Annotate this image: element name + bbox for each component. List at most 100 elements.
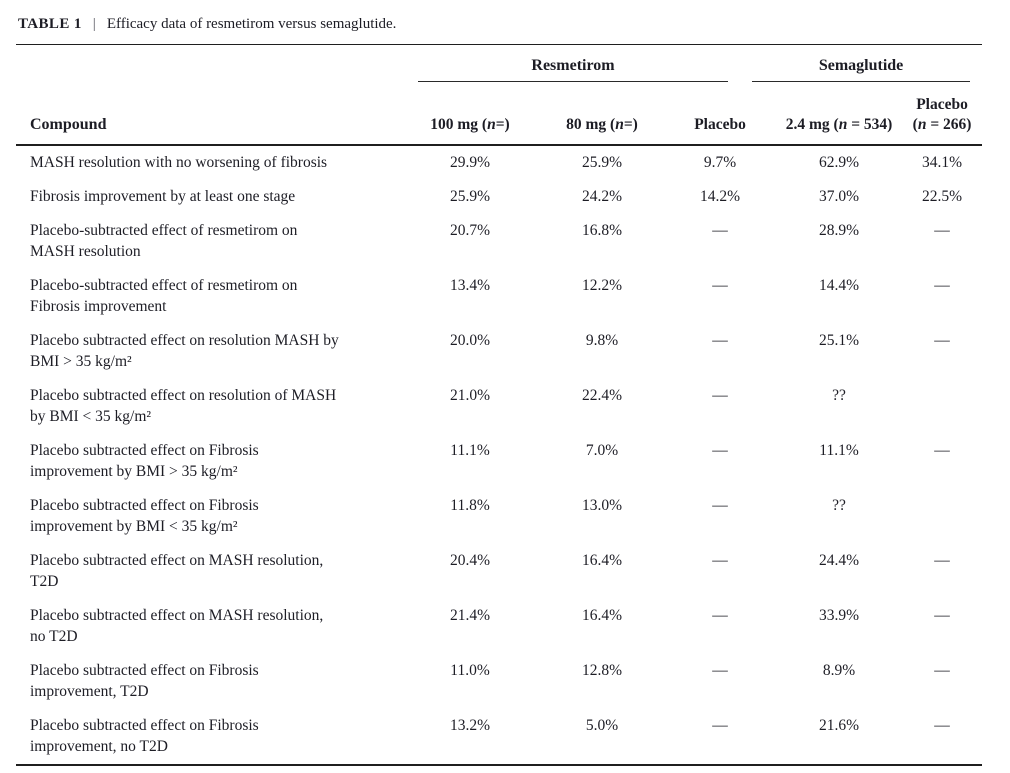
column-header-2-4mg: 2.4 mg (n = 534) [776, 82, 903, 146]
value-cell: — [712, 277, 728, 294]
caption-separator: | [92, 16, 96, 32]
value-cell: 33.9% [819, 607, 860, 624]
value-cell: 20.0% [449, 332, 491, 349]
value-cell [902, 379, 982, 434]
column-header-100mg-close: =) [495, 116, 510, 133]
table-row: Placebo subtracted effect on MASH resolu… [16, 544, 982, 599]
value-cell: — [934, 277, 950, 294]
value-cell: 24.4% [819, 552, 860, 569]
column-header-100mg: 100 mg (n=) [400, 82, 540, 146]
compound-cell: Placebo subtracted effect on resolution … [30, 332, 339, 370]
table-label: TABLE 1 [18, 16, 82, 32]
table-body: MASH resolution with no worsening of fib… [16, 145, 982, 765]
column-header-compound: Compound [16, 82, 400, 146]
column-header-100mg-text: 100 mg ( [430, 116, 488, 133]
value-cell: 9.8% [585, 332, 619, 349]
value-cell: — [712, 442, 728, 459]
column-header-placebo-266-line1: Placebo [916, 96, 968, 113]
value-cell: — [712, 717, 728, 734]
value-cell: ?? [832, 387, 846, 404]
table-row: Placebo subtracted effect on Fibrosis im… [16, 654, 982, 709]
n-symbol: n [487, 116, 496, 133]
value-cell: 21.4% [449, 607, 491, 624]
group-header-semaglutide: Semaglutide [752, 57, 971, 82]
value-cell: 21.0% [449, 387, 491, 404]
column-header-2-4mg-close: = 534) [847, 116, 893, 133]
compound-cell: Placebo subtracted effect on MASH resolu… [30, 552, 324, 590]
group-header-spacer [16, 45, 400, 83]
value-cell: 20.7% [449, 222, 491, 239]
value-cell: — [934, 662, 950, 679]
table-row: MASH resolution with no worsening of fib… [16, 145, 982, 180]
column-header-placebo-266: Placebo (n = 266) [902, 82, 983, 146]
column-header-80mg: 80 mg (n=) [540, 82, 664, 146]
value-cell: — [934, 442, 950, 459]
table-row: Placebo-subtracted effect of resmetirom … [16, 269, 982, 324]
value-cell: 28.9% [819, 222, 860, 239]
compound-cell: Placebo subtracted effect on Fibrosis im… [30, 717, 259, 755]
value-cell: 34.1% [922, 154, 963, 171]
value-cell: — [712, 662, 728, 679]
column-header-80mg-text: 80 mg ( [566, 116, 616, 133]
compound-cell: Placebo-subtracted effect of resmetirom … [30, 222, 298, 260]
column-header-80mg-close: =) [623, 116, 638, 133]
value-cell: 25.1% [819, 332, 860, 349]
caption-text: Efficacy data of resmetirom versus semag… [106, 16, 397, 32]
table-row: Placebo subtracted effect on Fibrosis im… [16, 709, 982, 765]
compound-cell: Placebo subtracted effect on Fibrosis im… [30, 442, 259, 480]
value-cell: 37.0% [819, 188, 860, 205]
value-cell: 16.4% [581, 552, 623, 569]
group-header-resmetirom: Resmetirom [418, 57, 729, 82]
value-cell: — [934, 222, 950, 239]
placebo-266-close: = 266) [926, 116, 972, 133]
value-cell: — [712, 387, 728, 404]
table-row: Placebo subtracted effect on Fibrosis im… [16, 489, 982, 544]
value-cell: — [712, 332, 728, 349]
table-row: Placebo subtracted effect on resolution … [16, 379, 982, 434]
value-cell: 11.0% [450, 662, 490, 679]
value-cell: 13.4% [449, 277, 491, 294]
value-cell: ?? [832, 497, 846, 514]
value-cell: 16.4% [581, 607, 623, 624]
value-cell: 20.4% [449, 552, 491, 569]
efficacy-table: Resmetirom Semaglutide Compound 100 mg (… [16, 44, 983, 766]
table-header: Resmetirom Semaglutide Compound 100 mg (… [16, 45, 983, 146]
table-row: Placebo-subtracted effect of resmetirom … [16, 214, 982, 269]
compound-cell: Placebo subtracted effect on Fibrosis im… [30, 497, 259, 535]
value-cell: 22.4% [581, 387, 623, 404]
value-cell: — [934, 717, 950, 734]
value-cell: 62.9% [819, 154, 860, 171]
column-header-2-4mg-text: 2.4 mg ( [785, 116, 839, 133]
value-cell: 7.0% [585, 442, 619, 459]
table-row: Fibrosis improvement by at least one sta… [16, 180, 982, 214]
value-cell: — [712, 497, 728, 514]
column-header-row: Compound 100 mg (n=) 80 mg (n=) Placebo … [16, 82, 983, 146]
group-header-row: Resmetirom Semaglutide [16, 45, 982, 83]
value-cell: — [712, 552, 728, 569]
n-symbol: n [917, 116, 927, 133]
value-cell: 25.9% [581, 154, 623, 171]
value-cell: 11.8% [450, 497, 490, 514]
compound-cell: Placebo subtracted effect on MASH resolu… [30, 607, 324, 645]
group-header-semaglutide-cell: Semaglutide [752, 45, 982, 82]
value-cell: 29.9% [449, 154, 491, 171]
value-cell: 11.1% [450, 442, 490, 459]
value-cell: 9.7% [703, 154, 737, 171]
table-row: Placebo subtracted effect on resolution … [16, 324, 982, 379]
table-row: Placebo subtracted effect on MASH resolu… [16, 599, 982, 654]
value-cell: 22.5% [922, 188, 963, 205]
value-cell: 8.9% [822, 662, 856, 679]
placebo-266-open: ( [912, 116, 918, 133]
n-symbol: n [615, 116, 624, 133]
column-header-placebo-266-line2: (n = 266) [902, 115, 982, 135]
value-cell: 16.8% [581, 222, 623, 239]
value-cell: 14.2% [699, 188, 741, 205]
n-symbol: n [838, 116, 848, 133]
value-cell: 13.2% [449, 717, 491, 734]
value-cell [902, 489, 982, 544]
value-cell: — [712, 607, 728, 624]
compound-cell: Placebo subtracted effect on Fibrosis im… [30, 662, 259, 700]
value-cell: 14.4% [819, 277, 860, 294]
value-cell: 24.2% [581, 188, 623, 205]
